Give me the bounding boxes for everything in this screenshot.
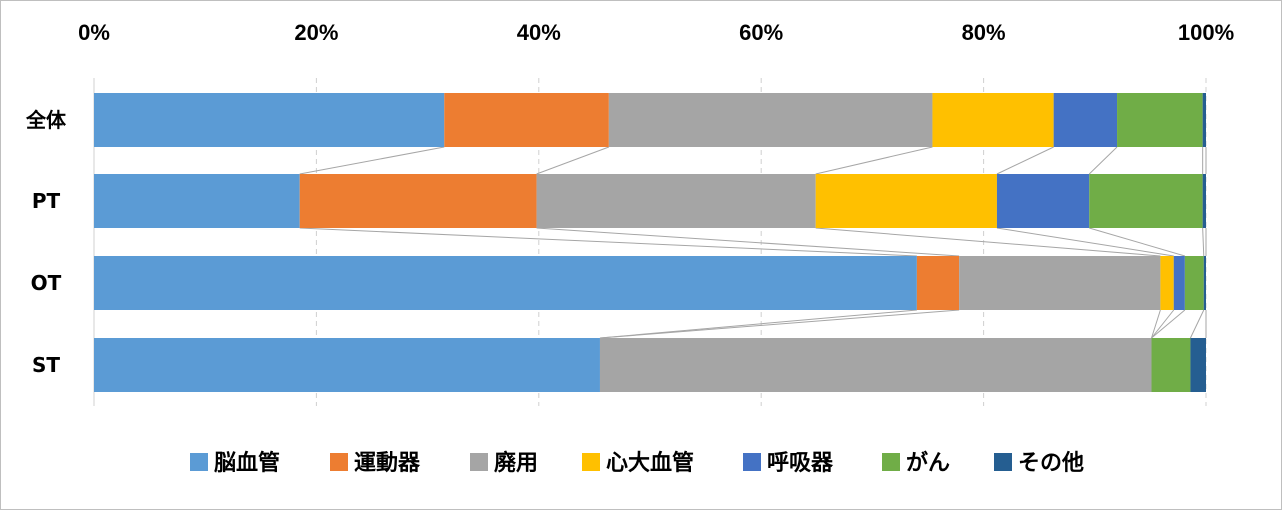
x-tick-label: 100% [1178, 20, 1234, 45]
legend-swatch [743, 453, 761, 471]
legend-swatch [190, 453, 208, 471]
bar-segment [1202, 93, 1206, 147]
bar-segment [536, 174, 816, 228]
series-line [815, 227, 1161, 257]
series-line [815, 146, 933, 175]
bar-segment [1117, 93, 1203, 147]
bar-segment [1151, 338, 1191, 392]
bar-segment [1184, 256, 1204, 310]
bar-segment [599, 338, 1152, 392]
bars [94, 93, 1206, 392]
bar-segment [444, 93, 609, 147]
series-connector-lines [299, 146, 1207, 339]
bar-segment [1190, 338, 1206, 392]
bar-segment [1160, 256, 1174, 310]
legend-label: 運動器 [354, 451, 421, 476]
legend-swatch [470, 453, 488, 471]
x-tick-label: 40% [517, 20, 561, 45]
series-line [1089, 227, 1186, 257]
legend-label: その他 [1018, 451, 1084, 476]
series-line [1088, 146, 1118, 175]
category-label: ST [32, 353, 60, 377]
legend-label: 心大血管 [606, 450, 694, 476]
series-line [1151, 309, 1186, 339]
category-label: PT [32, 189, 61, 213]
bar-segment [1053, 93, 1118, 147]
bar-segment [1173, 256, 1185, 310]
bar-segment [608, 93, 933, 147]
category-label: 全体 [25, 108, 67, 132]
bar-segment [1203, 256, 1206, 310]
series-line [536, 146, 610, 175]
legend-label: がん [906, 450, 950, 476]
series-line [996, 227, 1174, 257]
series-line [1189, 309, 1205, 339]
x-axis-tick-labels: 0% 20% 40% 60% 80% 100% [78, 20, 1234, 45]
legend-swatch [330, 453, 348, 471]
series-line [599, 309, 960, 339]
legend: 脳血管 運動器 廃用 心大血管 呼吸器 がん その他 [190, 450, 1084, 476]
legend-swatch [582, 453, 600, 471]
category-labels: 全体 PT OT ST [25, 108, 67, 377]
bar-segment [815, 174, 997, 228]
x-tick-label: 20% [294, 20, 338, 45]
legend-label: 脳血管 [214, 450, 280, 476]
series-line [1202, 227, 1205, 257]
legend-swatch [994, 453, 1012, 471]
bar-segment [959, 256, 1161, 310]
bar-segment [94, 174, 300, 228]
bar-segment [94, 338, 600, 392]
series-line [536, 227, 960, 257]
series-line [299, 227, 917, 257]
legend-label: 呼吸器 [767, 451, 834, 476]
bar-segment [996, 174, 1090, 228]
bar-segment [94, 256, 917, 310]
legend-label: 廃用 [494, 450, 538, 476]
bar-segment [1089, 174, 1203, 228]
category-label: OT [31, 271, 62, 295]
series-line [299, 146, 445, 175]
series-line [1151, 309, 1161, 339]
bar-segment [916, 256, 960, 310]
x-tick-label: 0% [78, 20, 110, 45]
legend-swatch [882, 453, 900, 471]
bar-segment [1202, 174, 1206, 228]
bar-segment [932, 93, 1054, 147]
series-line [1151, 309, 1175, 339]
x-tick-label: 60% [739, 20, 783, 45]
x-tick-label: 80% [962, 20, 1006, 45]
series-line [599, 309, 917, 339]
bar-segment [94, 93, 445, 147]
bar-segment [299, 174, 537, 228]
series-line [996, 146, 1054, 175]
